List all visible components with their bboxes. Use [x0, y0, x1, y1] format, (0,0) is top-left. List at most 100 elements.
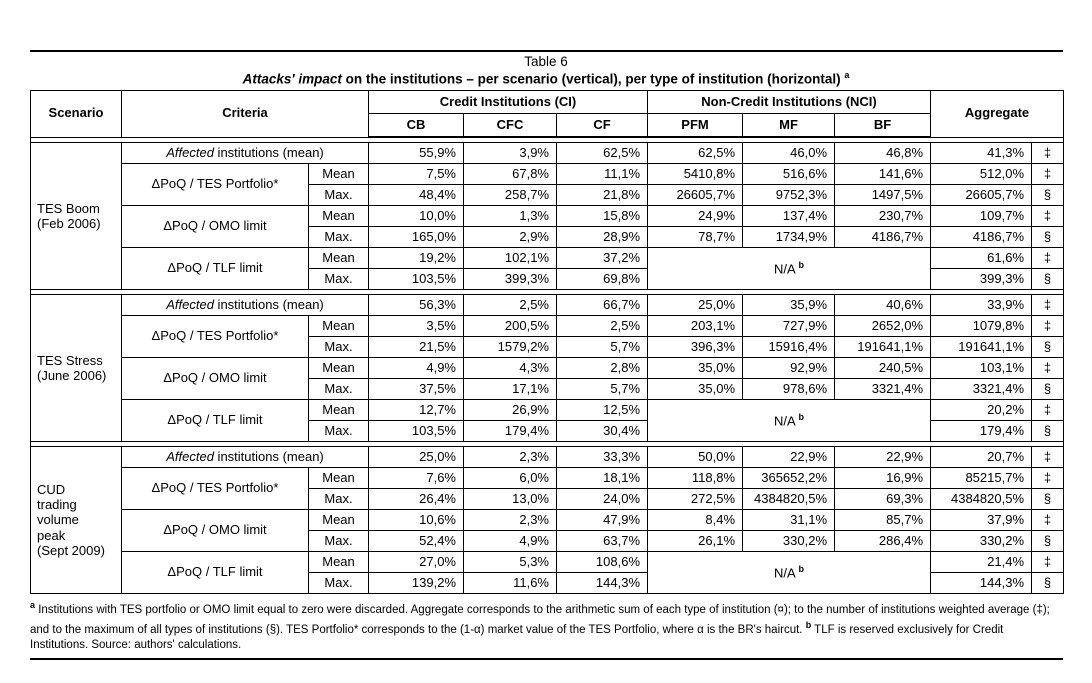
value-cell: 28,9%: [555, 226, 649, 248]
criteria-label-cell: ΔPoQ / OMO limit: [121, 205, 309, 248]
value-cell: 330,2%: [742, 530, 836, 552]
value-cell: 35,0%: [647, 378, 744, 400]
aggregate-symbol-cell: §: [1031, 336, 1065, 358]
aggregate-symbol-cell: §: [1031, 420, 1065, 442]
na-cell: N/A b: [647, 551, 932, 594]
value-cell: 240,5%: [834, 357, 932, 379]
criteria-label-cell: ΔPoQ / TES Portfolio*: [121, 315, 309, 358]
aggregate-symbol-cell: §: [1031, 184, 1065, 206]
value-cell: 5,7%: [555, 378, 649, 400]
value-cell: 10,0%: [368, 205, 464, 227]
aggregate-symbol-cell: ‡: [1031, 315, 1065, 337]
criteria-label-cell: ΔPoQ / OMO limit: [121, 357, 309, 400]
table-footnote: a Institutions with TES portfolio or OMO…: [30, 599, 1063, 661]
value-cell: 6,0%: [463, 467, 557, 489]
aggregate-symbol-cell: §: [1031, 530, 1065, 552]
value-cell: 12,7%: [368, 399, 464, 421]
value-cell: 4,9%: [368, 357, 464, 379]
value-cell: 47,9%: [555, 509, 649, 531]
value-cell: 69,3%: [834, 488, 932, 510]
col-header-aggregate: Aggregate: [930, 90, 1065, 138]
value-cell: 67,8%: [463, 163, 557, 185]
value-cell: 10,6%: [368, 509, 464, 531]
value-cell: 78,7%: [647, 226, 744, 248]
stat-label-cell: Mean: [308, 247, 369, 269]
value-cell: 144,3%: [555, 572, 649, 594]
value-cell: 48,4%: [368, 184, 464, 206]
stat-label-cell: Max.: [308, 572, 369, 594]
value-cell: 62,5%: [555, 142, 649, 164]
stat-label-cell: Max.: [308, 226, 369, 248]
value-cell: 1579,2%: [463, 336, 557, 358]
value-cell: 26,9%: [463, 399, 557, 421]
value-cell: 15,8%: [555, 205, 649, 227]
aggregate-symbol-cell: §: [1031, 226, 1065, 248]
value-cell: 137,4%: [742, 205, 836, 227]
value-cell: 1,3%: [463, 205, 557, 227]
footnote-marker-b: b: [805, 619, 812, 630]
value-cell: 1497,5%: [834, 184, 932, 206]
stat-label-cell: Mean: [308, 163, 369, 185]
aggregate-cell: 85215,7%: [930, 467, 1033, 489]
aggregate-cell: 4186,7%: [930, 226, 1033, 248]
value-cell: 8,4%: [647, 509, 744, 531]
stat-label-cell: Mean: [308, 509, 369, 531]
aggregate-cell: 26605,7%: [930, 184, 1033, 206]
aggregate-symbol-cell: ‡: [1031, 142, 1065, 164]
value-cell: 11,6%: [463, 572, 557, 594]
criteria-label-cell: ΔPoQ / TLF limit: [121, 551, 309, 594]
value-cell: 15916,4%: [742, 336, 836, 358]
na-footnote-marker: b: [798, 412, 805, 423]
value-cell: 5,3%: [463, 551, 557, 573]
value-cell: 396,3%: [647, 336, 744, 358]
stat-label-cell: Max.: [308, 184, 369, 206]
stat-label-cell: Mean: [308, 399, 369, 421]
affected-label-cell: Affected institutions (mean): [121, 446, 369, 468]
value-cell: 85,7%: [834, 509, 932, 531]
value-cell: 9752,3%: [742, 184, 836, 206]
na-footnote-marker: b: [798, 260, 805, 271]
value-cell: 3321,4%: [834, 378, 932, 400]
col-header-bf: BF: [834, 113, 932, 138]
value-cell: 5,7%: [555, 336, 649, 358]
aggregate-cell: 103,1%: [930, 357, 1033, 379]
criteria-label-cell: ΔPoQ / OMO limit: [121, 509, 309, 552]
aggregate-symbol-cell: ‡: [1031, 509, 1065, 531]
stat-label-cell: Max.: [308, 378, 369, 400]
value-cell: 2,8%: [555, 357, 649, 379]
table-row: Max. 37,5% 17,1% 5,7% 35,0% 978,6% 3321,4% 3321…: [31, 378, 1065, 400]
value-cell: 11,1%: [555, 163, 649, 185]
top-rule: [30, 50, 1063, 52]
value-cell: 2652,0%: [834, 315, 932, 337]
affected-italic-part: Affected: [166, 144, 214, 160]
value-cell: 26,1%: [647, 530, 744, 552]
table-row: Max. 103,5% 399,3% 69,8% 399,3% §: [31, 268, 1065, 290]
stat-label-cell: Max.: [308, 420, 369, 442]
value-cell: 230,7%: [834, 205, 932, 227]
impact-table: Scenario Criteria Credit Institutions (CI)…: [29, 90, 1065, 594]
aggregate-cell: 20,7%: [930, 446, 1033, 468]
aggregate-cell: 330,2%: [930, 530, 1033, 552]
value-cell: 365652,2%: [742, 467, 836, 489]
aggregate-cell: 41,3%: [930, 142, 1033, 164]
scenario-cell: CUD trading volume peak (Sept 2009): [30, 446, 122, 594]
value-cell: 24,9%: [647, 205, 744, 227]
aggregate-cell: 37,9%: [930, 509, 1033, 531]
aggregate-cell: 3321,4%: [930, 378, 1033, 400]
aggregate-symbol-cell: ‡: [1031, 205, 1065, 227]
value-cell: 37,2%: [555, 247, 649, 269]
table-row: TES Stress (June 2006) Affected institutio…: [30, 294, 1065, 442]
col-header-cf: CF: [555, 113, 649, 138]
na-cell: N/A b: [647, 399, 932, 442]
value-cell: 272,5%: [647, 488, 744, 510]
col-header-cfc: CFC: [463, 113, 557, 138]
aggregate-cell: 20,2%: [930, 399, 1033, 421]
value-cell: 2,3%: [463, 509, 557, 531]
value-cell: 56,3%: [368, 294, 464, 316]
value-cell: 2,5%: [463, 294, 557, 316]
aggregate-symbol-cell: ‡: [1031, 247, 1065, 269]
value-cell: 203,1%: [647, 315, 744, 337]
affected-label-cell: Affected institutions (mean): [121, 142, 369, 164]
table-row: ΔPoQ / TLF limit Mean 27,0% 5,3% 108,6% N/A b…: [31, 551, 1065, 594]
